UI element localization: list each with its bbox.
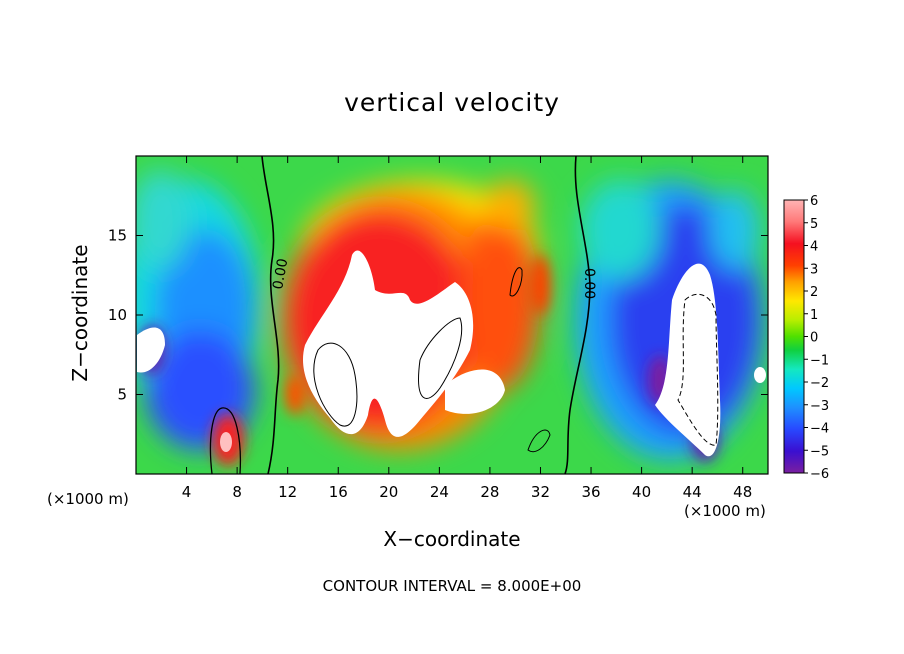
x-tick-label: 8 [232, 483, 242, 501]
x-tick-label: 36 [581, 483, 600, 501]
heatmap-field: 0.00 0.00 [136, 156, 768, 474]
x-tick-label: 20 [379, 483, 398, 501]
y-axis-label: Z−coordinate [68, 244, 92, 382]
colorbar-tick-label: −5 [810, 444, 829, 459]
colorbar-tick-label: 6 [810, 194, 818, 209]
y-tick-label: 10 [108, 306, 127, 324]
colorbar-tick-label: 4 [810, 240, 818, 255]
colorbar-tick-label: 1 [810, 308, 818, 323]
x-axis: 4 8 12 16 20 24 28 32 36 40 44 48 [182, 156, 752, 501]
x-tick-label: 4 [182, 483, 192, 501]
y-axis: 5 10 15 [108, 227, 768, 404]
colorbar-tick-label: 2 [810, 285, 818, 300]
colorbar-tick-label: −3 [810, 399, 829, 414]
colorbar-tick-label: 3 [810, 262, 818, 277]
colorbar-ticks: 6 5 4 3 2 1 0 −1 −2 −3 −4 −5 −6 [804, 194, 829, 482]
x-axis-label: X−coordinate [383, 527, 521, 551]
x-tick-label: 16 [329, 483, 348, 501]
contour-label-left: 0.00 [270, 257, 291, 290]
colorbar-tick-label: −1 [810, 353, 829, 368]
colorbar [783, 199, 805, 474]
x-tick-label: 48 [733, 483, 752, 501]
x-tick-label: 12 [278, 483, 297, 501]
colorbar-tick-label: −2 [810, 376, 829, 391]
chart-title: vertical velocity [344, 88, 560, 117]
colorbar-tick-label: −4 [810, 422, 829, 437]
x-tick-label: 24 [430, 483, 449, 501]
y-tick-label: 5 [117, 386, 127, 404]
colorbar-tick-label: 5 [810, 217, 818, 232]
x-tick-label: 32 [531, 483, 550, 501]
x-tick-label: 28 [480, 483, 499, 501]
x-tick-label: 44 [683, 483, 702, 501]
y-tick-label: 15 [108, 227, 127, 245]
contour-interval-note: CONTOUR INTERVAL = 8.000E+00 [322, 577, 582, 595]
colorbar-tick-label: −6 [810, 467, 829, 482]
colorbar-tick-label: 0 [810, 331, 818, 346]
x-unit-label-left: (×1000 m) [47, 490, 129, 508]
contour-label-right: 0.00 [581, 268, 597, 299]
x-tick-label: 40 [632, 483, 651, 501]
x-unit-label-right: (×1000 m) [684, 502, 766, 520]
